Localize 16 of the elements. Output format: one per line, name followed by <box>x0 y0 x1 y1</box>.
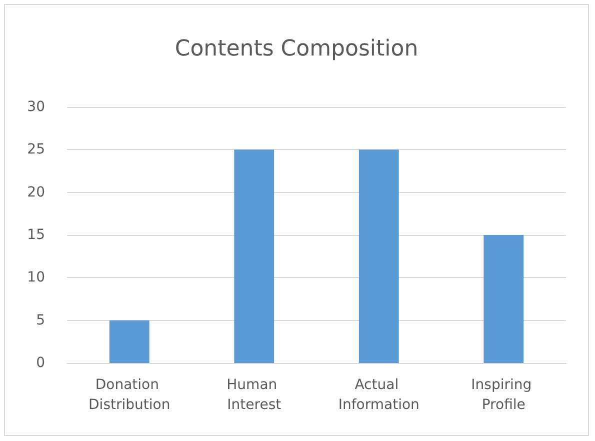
x-tick-label: Actual Information <box>338 377 420 413</box>
x-tick-label: Donation Distribution <box>88 377 170 413</box>
y-tick-label: 30 <box>27 99 45 115</box>
y-tick-label: 20 <box>27 184 45 200</box>
y-tick-label: 0 <box>36 355 45 371</box>
y-tick-label: 5 <box>36 312 45 328</box>
bar <box>109 320 150 363</box>
bar <box>484 235 524 363</box>
x-tick-label: Inspiring Profile <box>471 377 536 413</box>
y-tick-label: 10 <box>27 270 45 286</box>
y-tick-label: 15 <box>27 227 45 243</box>
bar <box>358 150 399 363</box>
x-tick-label: Human Interest <box>226 377 282 413</box>
bar <box>234 150 274 363</box>
chart-title: Contents Composition <box>174 36 418 62</box>
y-tick-label: 25 <box>27 142 45 158</box>
